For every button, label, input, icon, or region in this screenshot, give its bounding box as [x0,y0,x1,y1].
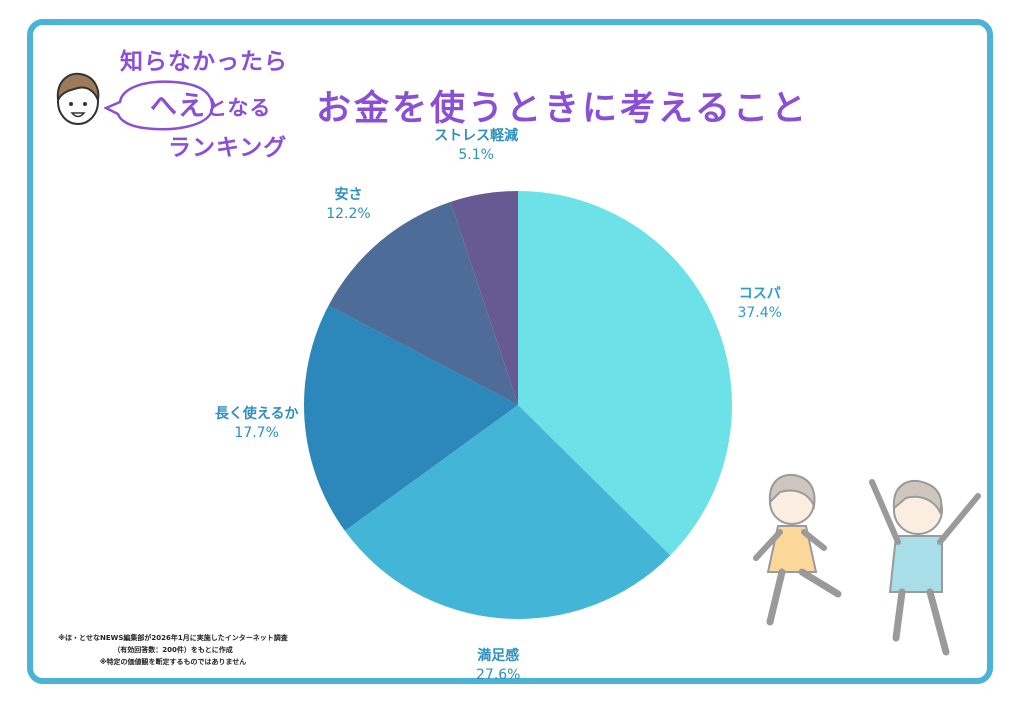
children-illustration [753,473,981,656]
footnote-line-2: （有効回答数：200件）をもとに作成 [113,646,233,654]
slice-label-name: 長く使えるか [214,405,299,422]
footnote-line-1: ※ほ・とせなNEWS編集部が2026年1月に実施したインターネット調査 [58,634,288,642]
footnote: ※ほ・とせなNEWS編集部が2026年1月に実施したインターネット調査 （有効回… [58,632,288,668]
slice-label: 長く使えるか 17.7% [187,405,327,443]
slice-label-name: ストレス軽減 [434,128,519,145]
boy-avatar-icon [56,72,100,125]
page-title: お金を使うときに考えること [316,89,809,129]
slice-label: 満足感 27.6% [428,647,568,685]
slice-label-name: コスパ [738,285,781,302]
brand-hee: へえ [150,91,206,122]
slice-label-value: 37.4% [737,304,782,321]
pie-slice [450,191,518,405]
slice-label: 安さ 12.2% [278,186,418,224]
slice-label-name: 安さ [334,187,363,204]
footnote-line-3: ※特定の価値観を断定するものではありません [99,658,247,666]
brand-line-3: ランキング [168,135,288,161]
speech-bubble-icon [104,80,214,131]
slice-label-value: 17.7% [234,424,279,441]
pie-slice [518,191,732,556]
slice-label-value: 5.1% [458,147,494,164]
brand-naru: となる [206,96,272,120]
pie-slice [304,305,518,531]
pie-slice [328,201,518,405]
slice-label-name: 満足感 [477,648,520,665]
pie-slice [344,405,671,619]
slice-label: コスパ 37.4% [690,285,830,323]
slice-label-value: 27.6% [476,667,521,684]
brand-line-2: へえとなる [150,84,271,123]
slice-label-value: 12.2% [326,206,371,223]
slice-label: ストレス軽減 5.1% [406,127,546,165]
brand-line-1: 知らなかったら [120,49,288,75]
